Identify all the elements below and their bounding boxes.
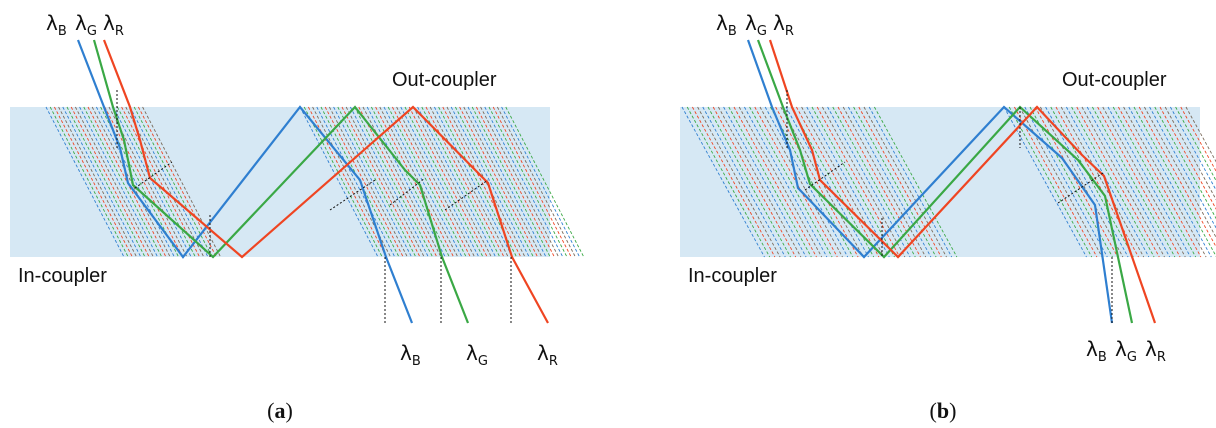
lambda-symbol: λ bbox=[400, 341, 412, 365]
caption-letter: b bbox=[937, 398, 949, 423]
lambda-red-bottom-b: λR bbox=[1145, 337, 1166, 365]
lambda-subscript: R bbox=[785, 24, 794, 39]
lambda-symbol: λ bbox=[46, 11, 58, 35]
lambda-green-top-a: λG bbox=[75, 11, 97, 39]
lambda-green-top-b: λG bbox=[745, 11, 767, 39]
caption-close: ) bbox=[286, 398, 293, 423]
lambda-symbol: λ bbox=[773, 11, 785, 35]
lambda-blue-bottom-a: λB bbox=[400, 341, 421, 369]
lambda-blue-top-b: λB bbox=[716, 11, 737, 39]
lambda-subscript: B bbox=[58, 24, 67, 39]
caption-b: (b) bbox=[930, 398, 957, 423]
lambda-symbol: λ bbox=[1086, 337, 1098, 361]
in-coupler-label: In-coupler bbox=[688, 265, 777, 287]
lambda-subscript: G bbox=[87, 24, 97, 39]
out-coupler-label: Out-coupler bbox=[392, 69, 497, 91]
lambda-subscript: G bbox=[1127, 350, 1137, 365]
lambda-subscript: R bbox=[549, 354, 558, 369]
lambda-symbol: λ bbox=[103, 11, 115, 35]
lambda-symbol: λ bbox=[716, 11, 728, 35]
waveguide-b bbox=[680, 107, 1200, 257]
caption-a: (a) bbox=[267, 398, 293, 423]
lambda-symbol: λ bbox=[1115, 337, 1127, 361]
panel-b: Out-coupler In-coupler λB λG λR λB λG λR… bbox=[680, 11, 1216, 423]
lambda-subscript: R bbox=[1157, 350, 1166, 365]
lambda-green-bottom-a: λG bbox=[466, 341, 488, 369]
lambda-subscript: R bbox=[115, 24, 124, 39]
panel-a: Out-coupler In-coupler λB λG λR λB λG λR… bbox=[10, 11, 584, 423]
caption-open: ( bbox=[267, 398, 274, 423]
lambda-subscript: B bbox=[728, 24, 737, 39]
lambda-subscript: B bbox=[412, 354, 421, 369]
caption-open: ( bbox=[930, 398, 937, 423]
lambda-symbol: λ bbox=[75, 11, 87, 35]
lambda-symbol: λ bbox=[1145, 337, 1157, 361]
lambda-blue-bottom-b: λB bbox=[1086, 337, 1107, 365]
caption-letter: a bbox=[275, 398, 286, 423]
out-coupler-label: Out-coupler bbox=[1062, 69, 1167, 91]
lambda-symbol: λ bbox=[745, 11, 757, 35]
lambda-green-bottom-b: λG bbox=[1115, 337, 1137, 365]
lambda-blue-top-a: λB bbox=[46, 11, 67, 39]
caption-close: ) bbox=[949, 398, 956, 423]
lambda-subscript: B bbox=[1098, 350, 1107, 365]
lambda-subscript: G bbox=[757, 24, 767, 39]
lambda-symbol: λ bbox=[466, 341, 478, 365]
in-coupler-label: In-coupler bbox=[18, 265, 107, 287]
lambda-red-bottom-a: λR bbox=[537, 341, 558, 369]
lambda-red-top-b: λR bbox=[773, 11, 794, 39]
lambda-subscript: G bbox=[478, 354, 488, 369]
lambda-red-top-a: λR bbox=[103, 11, 124, 39]
lambda-symbol: λ bbox=[537, 341, 549, 365]
